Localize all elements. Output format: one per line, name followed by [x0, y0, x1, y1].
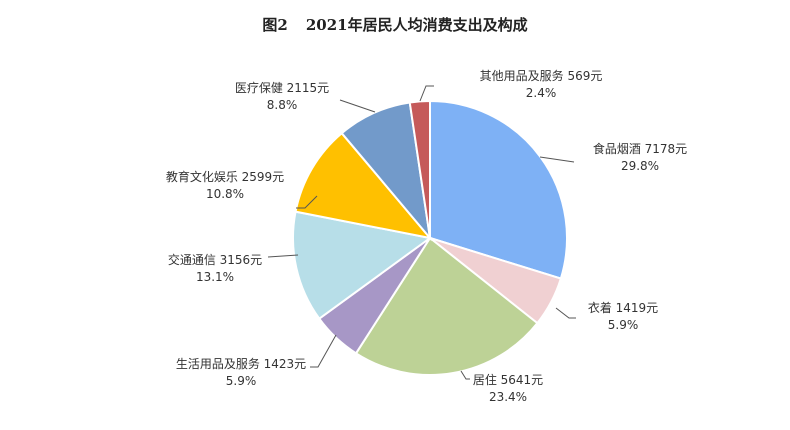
leader-line — [296, 195, 318, 209]
title-text: 2021年居民人均消费支出及构成 — [305, 16, 528, 34]
leader-line — [419, 85, 434, 102]
leader-line — [310, 334, 337, 368]
label-other: 其他用品及服务 569元 2.4% — [479, 69, 603, 100]
label-housing: 居住 5641元 23.4% — [472, 373, 544, 404]
label-food: 食品烟酒 7178元 29.8% — [592, 142, 688, 173]
label-education: 教育文化娱乐 2599元 10.8% — [165, 170, 285, 201]
pie-slice-housing — [354, 236, 539, 376]
label-transport: 交通通信 3156元 13.1% — [167, 253, 263, 284]
leader-line — [267, 254, 299, 258]
leader-line — [539, 156, 575, 163]
pie-slice-transport — [292, 210, 433, 321]
figure-label: 图2 — [262, 16, 288, 34]
pie-slice-other — [408, 99, 431, 239]
leader-line — [460, 370, 470, 380]
label-clothing: 衣着 1419元 5.9% — [587, 301, 659, 332]
label-medical: 医疗保健 2115元 8.8% — [234, 81, 330, 112]
label-household: 生活用品及服务 1423元 5.9% — [175, 357, 307, 388]
chart-title: 图2 2021年居民人均消费支出及构成 — [0, 14, 790, 35]
leader-line — [555, 307, 576, 319]
leader-line — [339, 99, 376, 113]
pie-slice-education — [294, 131, 433, 240]
